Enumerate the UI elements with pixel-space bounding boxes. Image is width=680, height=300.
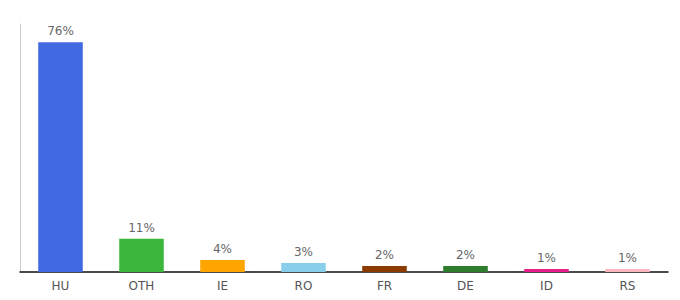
svg-text:HU: HU [52, 279, 70, 293]
svg-text:IE: IE [217, 279, 228, 293]
svg-text:4%: 4% [213, 242, 232, 256]
svg-text:ID: ID [540, 279, 553, 293]
svg-text:2%: 2% [375, 248, 394, 262]
svg-text:OTH: OTH [129, 279, 155, 293]
svg-text:1%: 1% [618, 251, 637, 265]
svg-text:3%: 3% [294, 245, 313, 259]
svg-text:2%: 2% [456, 248, 475, 262]
svg-text:FR: FR [377, 279, 392, 293]
svg-text:11%: 11% [128, 221, 155, 235]
svg-text:76%: 76% [47, 24, 74, 38]
svg-text:RO: RO [295, 279, 313, 293]
svg-text:1%: 1% [537, 251, 556, 265]
svg-text:RS: RS [620, 279, 636, 293]
svg-text:DE: DE [457, 279, 474, 293]
